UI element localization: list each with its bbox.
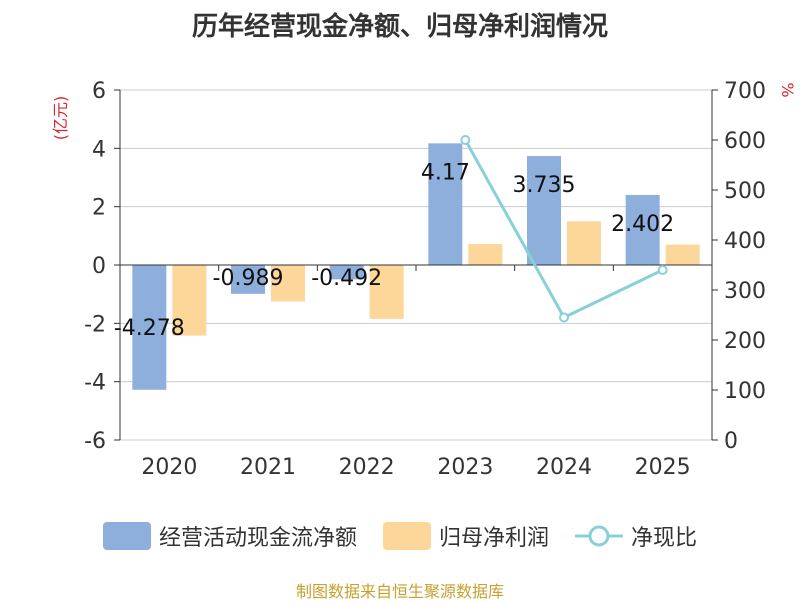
bar-profit-2021: [271, 265, 305, 302]
right-tick-label-3: 400: [724, 229, 766, 254]
left-tick-label-6: -6: [84, 429, 106, 454]
legend-swatch-ratio: [575, 525, 623, 547]
chart-plot: 6 4 2 0 -2 -4 -6 700 600 500 400 300 200 100 0 (亿元)% 202…: [51, 79, 797, 480]
legend-swatch-cashflow: [102, 522, 151, 550]
x-tick-label-2022: 2022: [339, 455, 395, 480]
left-tick-label-5: -4: [84, 371, 106, 396]
legend-swatch-profit: [382, 522, 431, 550]
bar-profit-2023: [468, 244, 503, 265]
right-tick-label-5: 200: [724, 329, 766, 354]
bar-profit-2020: [172, 265, 207, 336]
ratio-point-2024: [559, 312, 569, 323]
bar-cashflow-2023: [428, 143, 463, 265]
legend-label-profit: 归母净利润: [438, 526, 549, 551]
data-label-cashflow-2025: 2.402: [611, 212, 674, 237]
x-tick-label-2025: 2025: [635, 455, 691, 480]
ratio-point-2023: [460, 135, 471, 145]
right-tick-label-6: 100: [724, 379, 766, 404]
legend-label-cashflow: 经营活动现金流净额: [158, 526, 357, 551]
left-tick-label-0: 6: [92, 79, 106, 104]
x-tick-label-2021: 2021: [240, 455, 296, 480]
data-label-cashflow-2023: 4.17: [421, 160, 470, 185]
left-tick-label-2: 2: [92, 196, 106, 221]
ratio-point-2025: [657, 265, 668, 275]
bar-cashflow-2022: [329, 265, 364, 280]
right-tick-label-2: 500: [724, 179, 766, 204]
data-label-cashflow-2024: 3.735: [513, 173, 576, 198]
data-label-cashflow-2020: -4.278: [114, 316, 185, 341]
bar-profit-2022: [369, 265, 404, 319]
right-tick-label-1: 600: [724, 129, 766, 154]
left-tick-label-4: -2: [84, 312, 106, 337]
bar-cashflow-2020: [132, 265, 167, 390]
bar-cashflow-2021: [231, 265, 265, 294]
data-label-cashflow-2022: -0.492: [311, 266, 382, 291]
bar-profit-2025: [665, 244, 700, 265]
data-label-cashflow-2021: -0.989: [213, 266, 284, 291]
left-tick-label-1: 4: [92, 137, 106, 162]
x-tick-label-2020: 2020: [141, 455, 197, 480]
bar-cashflow-2025: [625, 194, 660, 265]
legend-item-ratio[interactable]: 净现比: [575, 520, 697, 552]
chart-title: 历年经营现金净额、归母净利润情况: [191, 12, 608, 42]
right-tick-label-4: 300: [724, 279, 766, 304]
bar-cashflow-2024: [527, 156, 561, 265]
right-tick-label-7: 0: [724, 429, 738, 454]
bar-profit-2024: [567, 221, 601, 265]
left-tick-label-3: 0: [92, 254, 106, 279]
legend-item-cashflow[interactable]: 经营活动现金流净额: [102, 520, 357, 552]
chart-legend: 经营活动现金流净额 归母净利润 净现比: [0, 516, 800, 556]
right-tick-label-0: 700: [724, 79, 766, 104]
legend-item-profit[interactable]: 归母净利润: [382, 520, 549, 552]
right-axis-unit: %: [778, 82, 797, 97]
x-tick-label-2023: 2023: [437, 455, 493, 480]
left-axis-unit: (亿元): [51, 96, 70, 141]
x-tick-label-2024: 2024: [536, 455, 592, 480]
legend-label-ratio: 净现比: [631, 526, 698, 551]
data-source-note: 制图数据来自恒生聚源数据库: [295, 582, 504, 601]
